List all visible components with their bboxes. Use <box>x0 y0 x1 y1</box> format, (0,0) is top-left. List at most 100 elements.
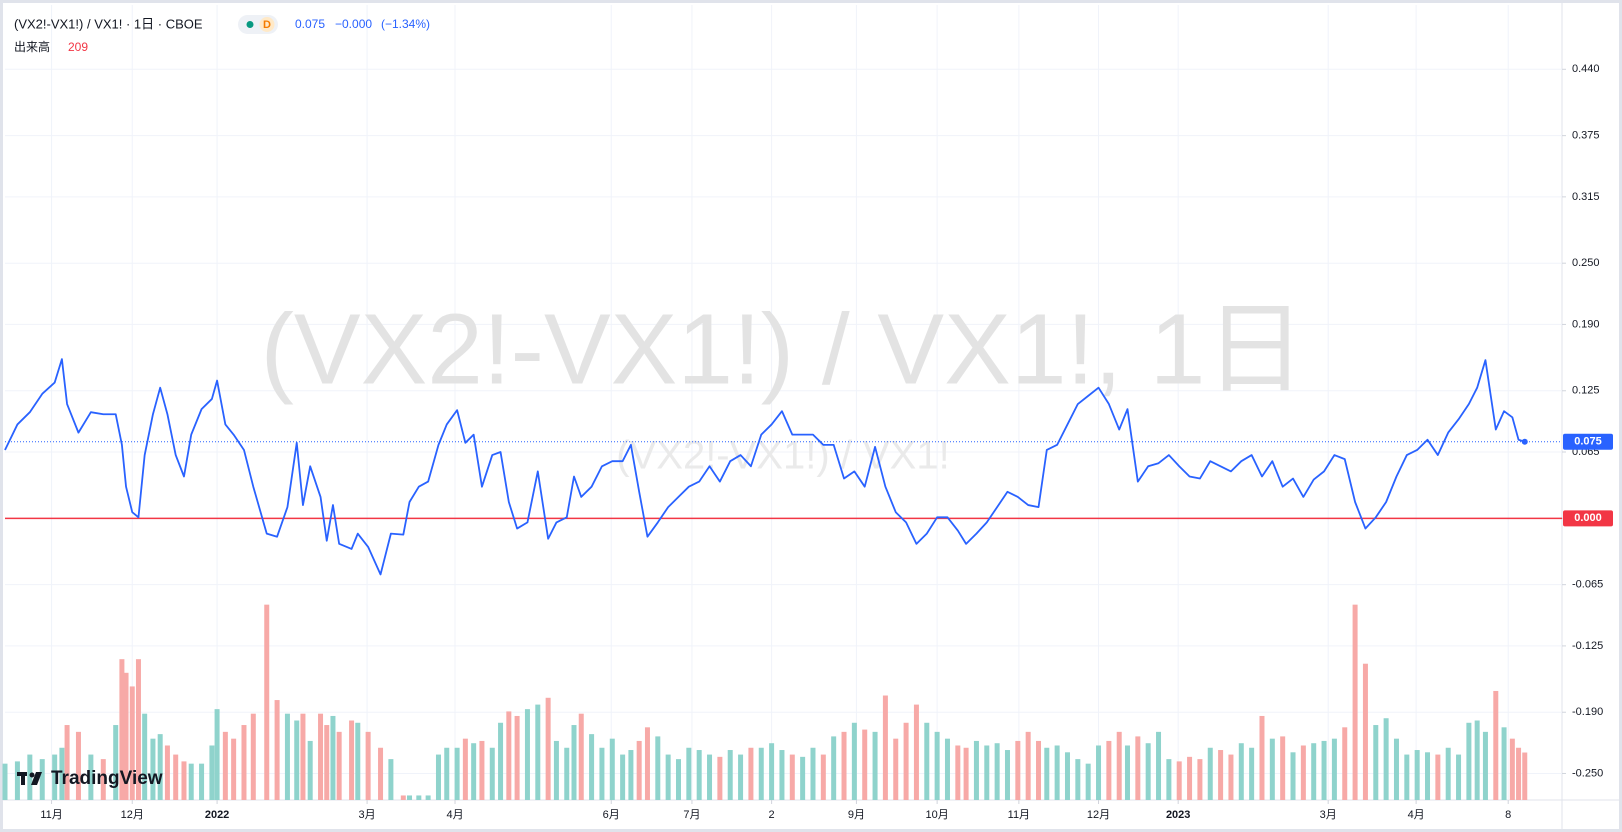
volume-bar <box>1522 752 1528 800</box>
volume-bar <box>1342 727 1348 800</box>
volume-bar <box>75 731 81 800</box>
volume-bar <box>444 747 450 800</box>
x-tick-label: 11月 <box>40 809 62 821</box>
volume-bar <box>851 722 857 800</box>
badge-bg <box>259 17 275 32</box>
x-tick-label: 2022 <box>205 809 229 821</box>
last-value: 0.075 <box>295 17 325 31</box>
volume-bar <box>934 731 940 800</box>
volume-bar <box>1096 745 1102 800</box>
volume-bar <box>707 754 713 800</box>
market-open-dot <box>246 21 254 28</box>
x-tick-label: 12月 <box>1087 809 1110 821</box>
x-tick-label: 2023 <box>1166 809 1190 821</box>
volume-bar <box>1393 738 1399 800</box>
volume-bar <box>498 722 504 800</box>
volume-bar <box>1116 731 1122 800</box>
y-tick-label: 0.190 <box>1572 318 1600 330</box>
y-tick-label: 0.375 <box>1572 130 1600 142</box>
volume-bar <box>553 740 559 800</box>
volume-bar <box>1456 754 1462 800</box>
volume-bar <box>686 747 692 800</box>
volume-bar <box>665 754 671 800</box>
volume-bar <box>944 738 950 800</box>
volume-bar <box>300 713 306 800</box>
volume-bar <box>157 734 163 800</box>
volume-bar <box>1516 747 1522 800</box>
y-tick-label: -0.250 <box>1572 767 1603 779</box>
volume-bar <box>841 731 847 800</box>
volume-bar <box>872 731 878 800</box>
volume-legend[interactable]: 出来高 <box>14 39 50 54</box>
volume-bar <box>545 697 551 800</box>
volume-bar <box>862 729 868 800</box>
symbol-title[interactable]: (VX2!-VX1!) / VX1! · 1日 · CBOE <box>14 16 203 31</box>
volume-bar <box>123 672 129 800</box>
volume-bar <box>294 720 300 800</box>
volume-bar <box>924 722 930 800</box>
volume-bar <box>378 747 384 800</box>
volume-bar <box>571 725 577 800</box>
volume-bar <box>416 795 422 800</box>
volume-bar <box>250 713 256 800</box>
x-tick-label: 10月 <box>926 809 949 821</box>
volume-bar <box>609 738 615 800</box>
logo[interactable]: TradingView <box>17 768 163 789</box>
y-tick-label: -0.190 <box>1572 706 1603 718</box>
volume-bar <box>831 736 837 800</box>
volume-bar <box>1331 738 1337 800</box>
volume-bar <box>318 713 324 800</box>
y-tick-label: 0.125 <box>1572 385 1600 397</box>
volume-bar <box>1482 731 1488 800</box>
volume-bar <box>1176 761 1182 800</box>
volume-bar <box>994 743 1000 800</box>
volume-bar <box>113 725 119 800</box>
volume-bar <box>644 727 650 800</box>
logo-text: TradingView <box>51 768 163 789</box>
volume-bar <box>973 740 979 800</box>
volume-bar <box>893 738 899 800</box>
change-pct: (−1.34%) <box>381 17 430 31</box>
volume-bar <box>1474 720 1480 800</box>
x-tick-label: 3月 <box>359 809 376 821</box>
volume-bar <box>2 763 8 800</box>
x-tick-label: 4月 <box>446 809 463 821</box>
volume-bar <box>173 754 179 800</box>
volume-bar <box>349 720 355 800</box>
volume-bar <box>1269 738 1275 800</box>
volume-bar <box>274 700 280 800</box>
volume-bar <box>129 686 135 800</box>
volume-bar <box>717 756 723 800</box>
volume-bar <box>1352 604 1358 800</box>
volume-bar <box>241 725 247 800</box>
volume-bar <box>214 709 220 800</box>
volume-bar <box>1036 740 1042 800</box>
volume-bar <box>1207 747 1213 800</box>
x-tick-label: 12月 <box>121 809 144 821</box>
volume-bar <box>810 747 816 800</box>
volume-bar <box>696 750 702 800</box>
x-tick-label: 9月 <box>848 809 865 821</box>
logo-mark <box>21 772 25 785</box>
volume-bar <box>425 795 431 800</box>
x-tick-label: 7月 <box>683 809 700 821</box>
volume-bar <box>454 747 460 800</box>
volume-bar <box>388 759 394 800</box>
zero-badge <box>1563 510 1613 527</box>
volume-bar <box>524 709 530 800</box>
volume-bar <box>39 759 45 800</box>
volume-bar <box>636 740 642 800</box>
volume-bar <box>1106 740 1112 800</box>
volume-bar <box>1404 754 1410 800</box>
volume-bar <box>1166 759 1172 800</box>
volume-bar <box>1321 740 1327 800</box>
volume-bar <box>264 604 270 800</box>
volume-bar <box>1085 763 1091 800</box>
volume-bar <box>628 750 634 800</box>
x-tick-label: 8 <box>1505 809 1511 821</box>
volume-bar <box>913 704 919 800</box>
volume-bar <box>1044 747 1050 800</box>
volume-bar <box>1466 722 1472 800</box>
volume-bar <box>655 736 661 800</box>
